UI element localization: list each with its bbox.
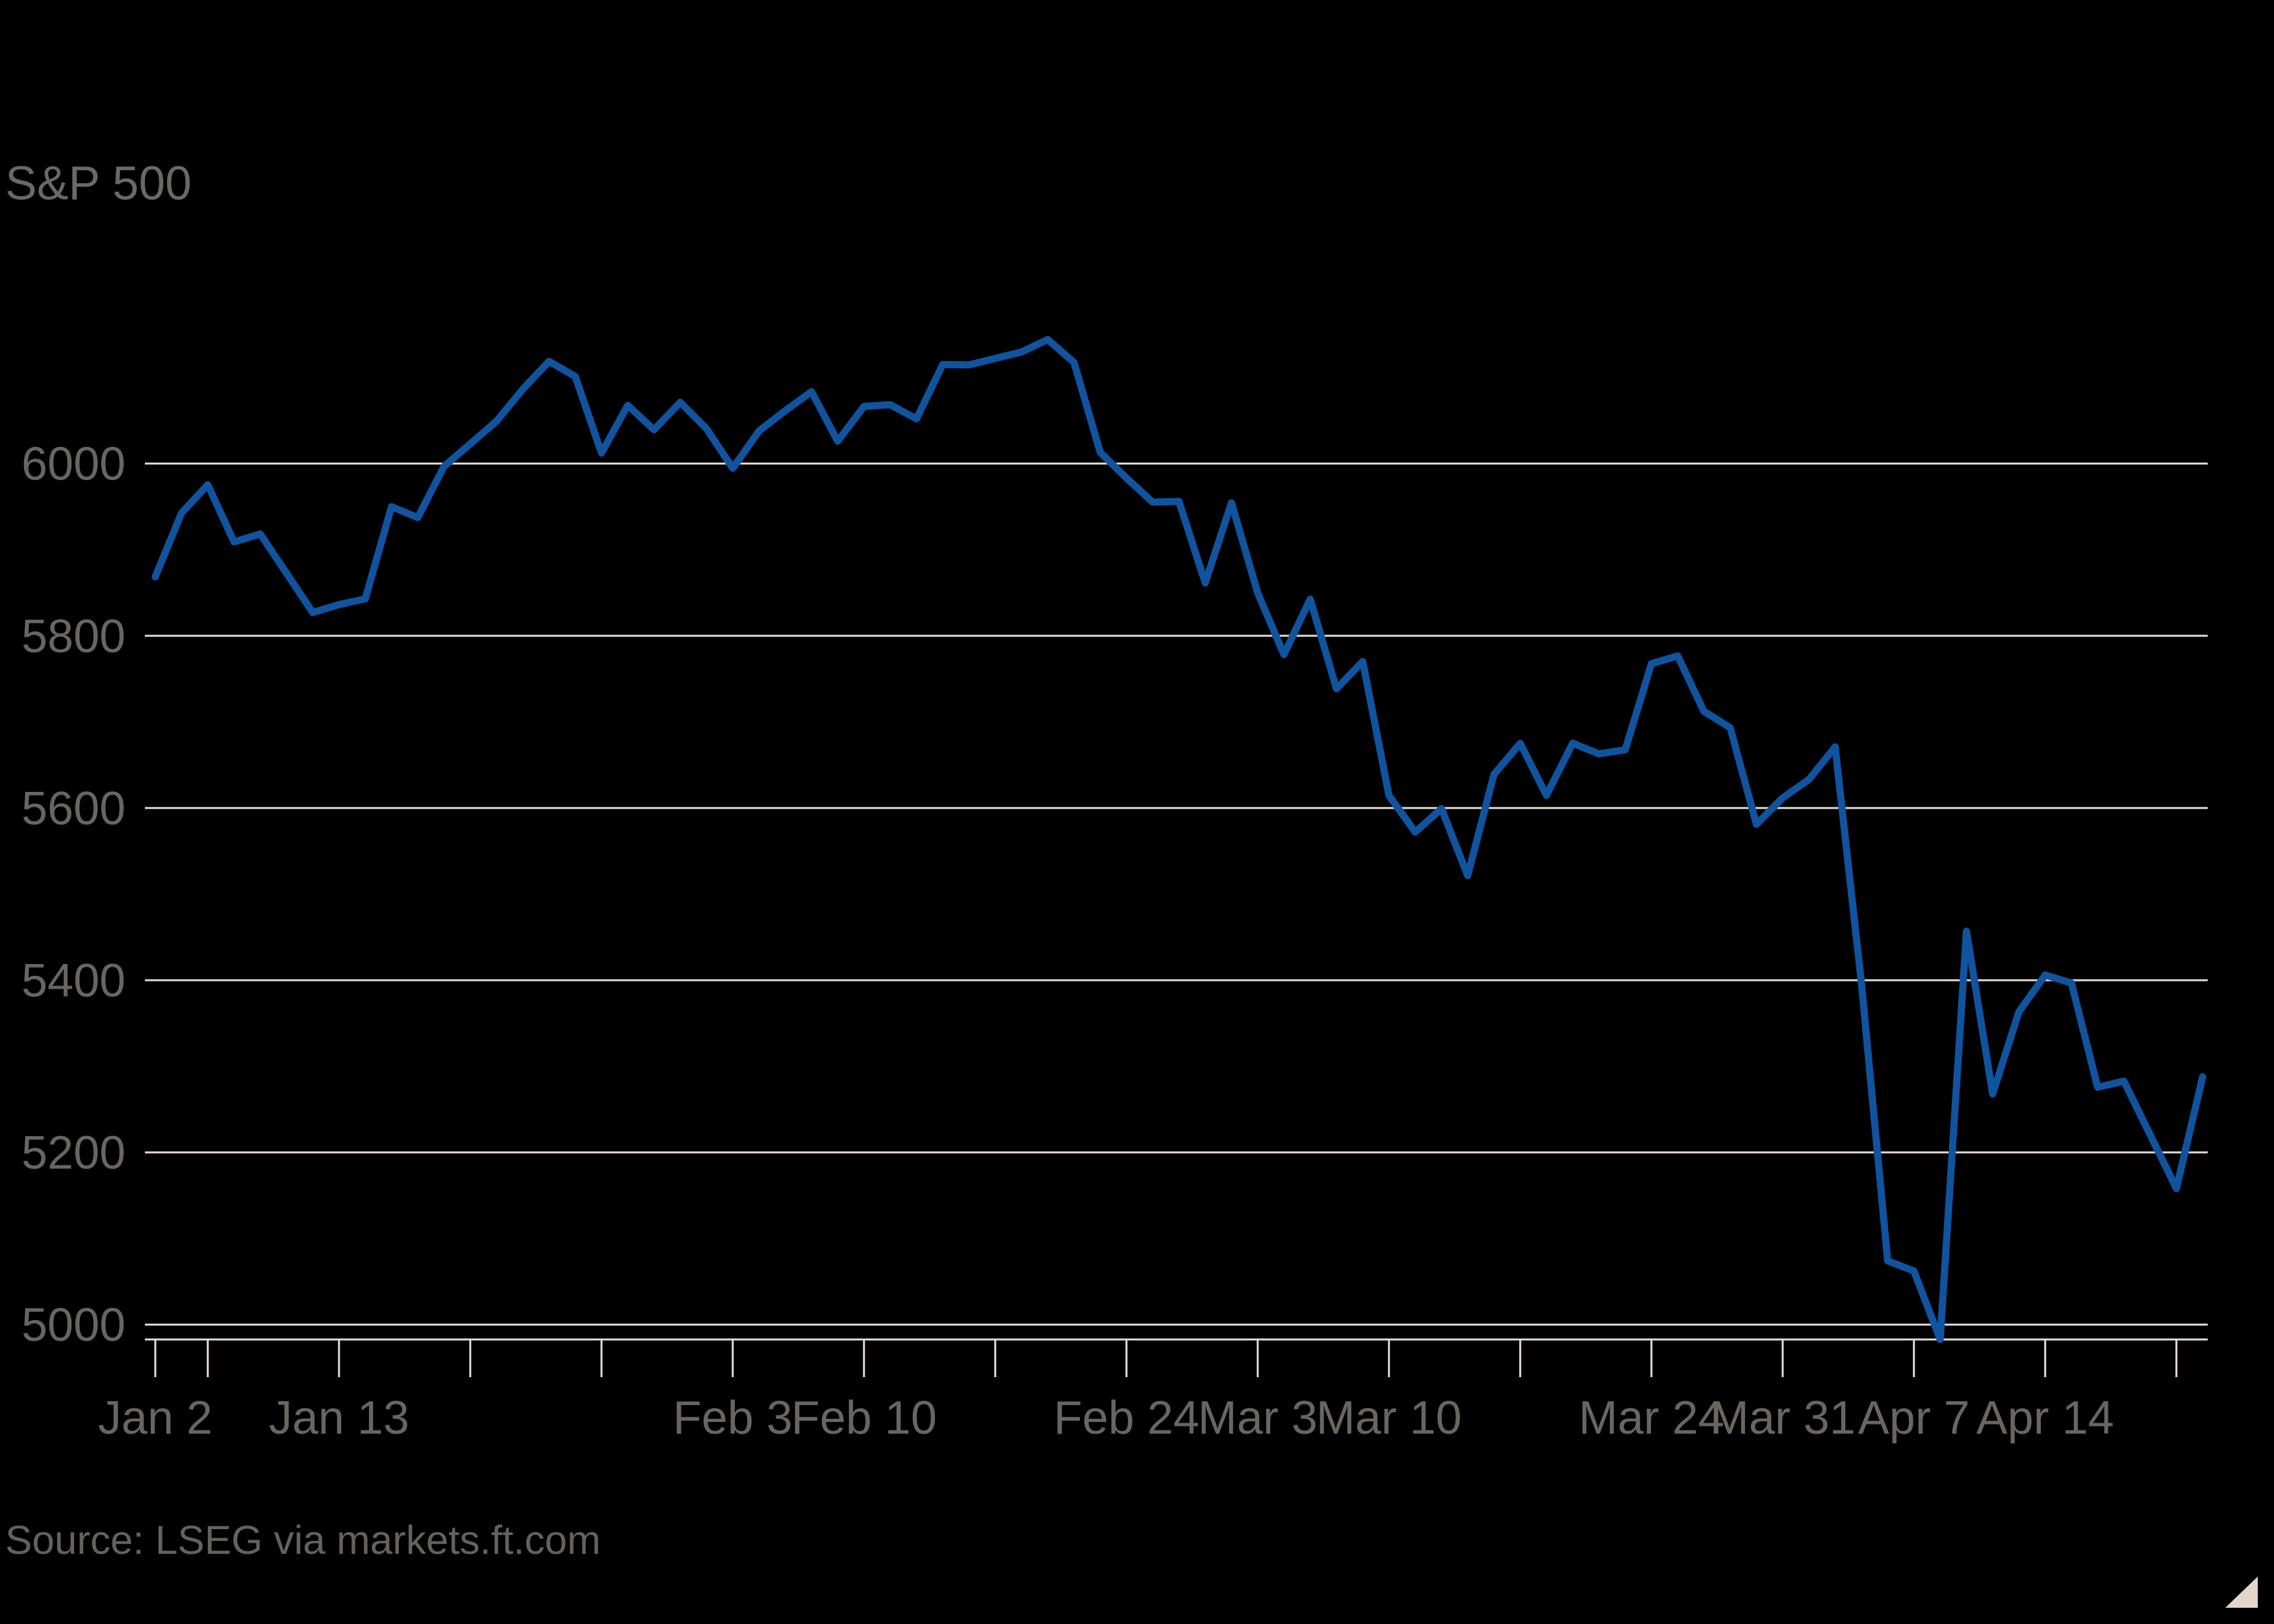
x-tick-label-Apr-7: Apr 7 bbox=[1858, 1392, 1970, 1444]
axis-labels-layer: 5000 5200 5400 5600 5800 6000 Jan 2 Jan 13 Feb 3… bbox=[21, 438, 2114, 1444]
x-tick-label-Feb-24: Feb 24 bbox=[1054, 1392, 1199, 1444]
x-tick-label-Jan-2: Jan 2 bbox=[98, 1392, 212, 1444]
x-tick-label-Jan-13: Jan 13 bbox=[269, 1392, 409, 1444]
x-axis-layer bbox=[145, 1338, 2208, 1377]
x-tick-label-Feb-10: Feb 10 bbox=[791, 1392, 937, 1444]
y-tick-label-5800: 5800 bbox=[21, 611, 125, 663]
x-tick-label-Feb-3: Feb 3 bbox=[673, 1392, 793, 1444]
series-layer bbox=[151, 336, 2206, 1343]
price-line-s&p-500 bbox=[151, 336, 2206, 1343]
x-tick-label-Mar-10: Mar 10 bbox=[1316, 1392, 1462, 1444]
x-tick-label-Mar-3: Mar 3 bbox=[1198, 1392, 1318, 1444]
x-tick-label-Mar-31: Mar 31 bbox=[1710, 1392, 1856, 1444]
gridlines-layer bbox=[145, 463, 2208, 1326]
y-tick-label-5600: 5600 bbox=[21, 783, 125, 835]
y-tick-label-5200: 5200 bbox=[21, 1127, 125, 1179]
source-note: Source: LSEG via markets.ft.com bbox=[5, 1518, 601, 1563]
y-tick-label-5000: 5000 bbox=[21, 1299, 125, 1351]
x-tick-label-Apr-14: Apr 14 bbox=[1976, 1392, 2114, 1444]
resize-corner-icon bbox=[2225, 1577, 2258, 1608]
chart-title: S&P 500 bbox=[5, 157, 192, 210]
x-tick-label-Mar-24: Mar 24 bbox=[1579, 1392, 1724, 1444]
y-tick-label-5400: 5400 bbox=[21, 955, 125, 1007]
y-tick-label-6000: 6000 bbox=[21, 438, 125, 490]
